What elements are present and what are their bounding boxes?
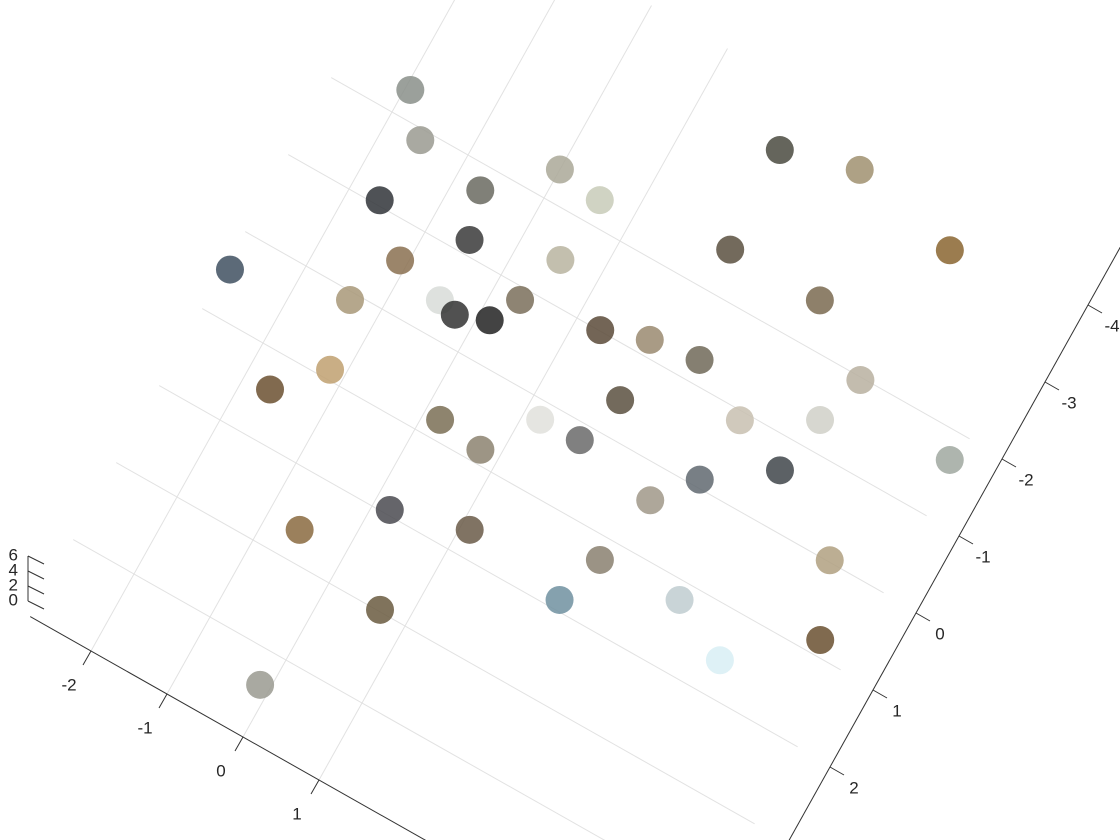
z-tick-label: 4	[9, 560, 18, 579]
point	[316, 355, 345, 384]
point	[935, 236, 964, 265]
point	[716, 235, 745, 264]
grid-line	[318, 48, 728, 781]
point	[585, 545, 614, 574]
y-tick-label: 1	[892, 701, 901, 720]
y-tick-label: -1	[975, 547, 990, 566]
y-tick	[1001, 458, 1017, 468]
point	[526, 405, 555, 434]
point	[606, 386, 635, 415]
x-tick	[158, 693, 168, 709]
point	[466, 435, 495, 464]
x-tick	[234, 736, 244, 752]
point	[386, 246, 415, 275]
y-tick	[1087, 304, 1103, 314]
point	[665, 585, 694, 614]
point	[455, 225, 484, 254]
y-axis	[788, 246, 1120, 840]
y-tick	[872, 689, 888, 699]
x-tick-label: -1	[137, 718, 152, 737]
point	[705, 646, 734, 675]
y-tick-label: 0	[935, 624, 944, 643]
point	[636, 486, 665, 515]
point	[256, 375, 285, 404]
grid-line	[201, 308, 841, 671]
point	[685, 465, 714, 494]
y-tick	[829, 766, 845, 776]
y-tick	[915, 612, 931, 622]
z-tick	[27, 570, 45, 580]
point	[765, 136, 794, 165]
point	[466, 176, 495, 205]
point	[585, 186, 614, 215]
point	[406, 126, 435, 155]
x-axis	[29, 616, 427, 840]
x-tick	[310, 779, 320, 795]
point	[246, 670, 275, 699]
point	[565, 426, 594, 455]
point	[440, 300, 469, 329]
point	[685, 345, 714, 374]
grid-line	[244, 231, 884, 594]
point	[426, 405, 455, 434]
grid-line	[158, 385, 798, 748]
x-tick	[82, 650, 92, 666]
point	[546, 245, 575, 274]
y-tick	[958, 535, 974, 545]
y-tick	[1044, 381, 1060, 391]
point	[545, 585, 574, 614]
grid-line	[166, 0, 556, 695]
grid-line	[90, 0, 456, 652]
point	[815, 546, 844, 575]
point	[725, 406, 754, 435]
point	[215, 255, 244, 284]
z-tick-label: 2	[9, 575, 18, 594]
point	[455, 515, 484, 544]
point	[805, 286, 834, 315]
y-tick-label: -4	[1104, 316, 1119, 335]
point	[285, 515, 314, 544]
point	[365, 186, 394, 215]
z-tick	[27, 555, 45, 565]
y-tick-label: -3	[1061, 393, 1076, 412]
point	[846, 366, 875, 395]
point	[845, 155, 874, 184]
point	[586, 316, 615, 345]
y-tick-label: -2	[1018, 470, 1033, 489]
grid-line	[72, 539, 606, 840]
point	[545, 155, 574, 184]
point	[396, 75, 425, 104]
x-tick-label: -2	[61, 675, 76, 694]
x-tick-label: 0	[216, 761, 225, 780]
z-tick	[27, 585, 45, 595]
point	[336, 286, 365, 315]
y-tick-label: 2	[849, 778, 858, 797]
point	[475, 306, 504, 335]
z-tick-label: 6	[9, 545, 18, 564]
point	[765, 456, 794, 485]
point	[366, 595, 395, 624]
point	[375, 495, 404, 524]
x-tick-label: 1	[292, 804, 301, 823]
z-tick	[27, 600, 45, 610]
grid-line	[115, 462, 755, 825]
point	[635, 325, 664, 354]
grid-line	[242, 5, 652, 738]
point	[806, 406, 835, 435]
point	[506, 285, 535, 314]
point	[806, 626, 835, 655]
z-tick-label: 0	[9, 590, 18, 609]
point	[935, 446, 964, 474]
